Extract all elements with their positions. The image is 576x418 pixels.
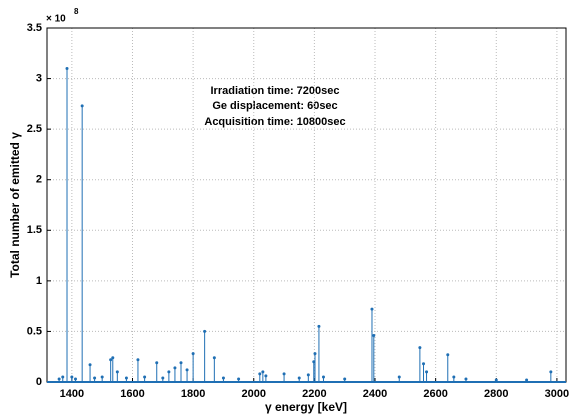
stem-marker <box>452 375 456 379</box>
stem-marker <box>212 356 216 360</box>
stem-marker <box>173 366 177 370</box>
stem-marker <box>185 368 189 372</box>
x-tick-label: 2200 <box>302 388 326 400</box>
x-tick-label: 2000 <box>242 388 266 400</box>
y-tick-label: 1 <box>36 275 42 287</box>
stem-marker <box>167 370 171 374</box>
y-tick-label: 3.5 <box>27 22 42 34</box>
y-tick-label: 2 <box>36 174 42 186</box>
x-tick-label: 2600 <box>423 388 447 400</box>
y-multiplier: × 10 <box>46 14 66 25</box>
stem-marker <box>73 377 77 381</box>
stem-marker <box>258 372 262 376</box>
stem-marker <box>343 377 347 381</box>
annotation: Acquisition time: 10800sec <box>204 116 345 128</box>
x-axis-label: γ energy [keV] <box>265 400 347 414</box>
stem-marker <box>88 363 92 367</box>
stem-marker <box>422 362 426 366</box>
stem-marker <box>100 375 104 379</box>
stem-marker <box>155 361 159 365</box>
stem-marker <box>370 307 374 311</box>
stem-marker <box>161 376 165 380</box>
stem-marker <box>136 358 140 362</box>
stem-marker <box>61 375 65 379</box>
x-tick-label: 1400 <box>60 388 84 400</box>
stem-marker <box>65 66 69 70</box>
y-tick-label: 1.5 <box>27 224 42 236</box>
stem-marker <box>261 370 265 374</box>
stem-marker <box>143 375 147 379</box>
stem-marker <box>109 358 113 362</box>
stem-marker <box>494 378 498 382</box>
x-tick-label: 1800 <box>181 388 205 400</box>
stem-marker <box>313 352 317 356</box>
stem-marker <box>179 361 183 365</box>
stem-marker <box>115 370 119 374</box>
stem-marker <box>93 376 97 380</box>
stem-marker <box>464 377 468 381</box>
y-tick-label: 3 <box>36 72 42 84</box>
y-multiplier-power: 8 <box>74 7 79 16</box>
stem-marker <box>237 377 241 381</box>
stem-marker <box>425 370 429 374</box>
stem-marker <box>221 376 225 380</box>
stem-marker <box>80 104 84 108</box>
stem-marker <box>111 356 115 360</box>
stem-marker <box>306 373 310 377</box>
stem-marker <box>57 377 61 381</box>
annotation: Irradiation time: 7200sec <box>210 85 339 97</box>
annotation: Ge displacement: 60sec <box>212 100 337 112</box>
stem-marker <box>397 375 401 379</box>
stem-marker <box>264 374 268 378</box>
x-tick-label: 1600 <box>120 388 144 400</box>
y-tick-label: 2.5 <box>27 123 42 135</box>
stem-marker <box>297 376 301 380</box>
x-tick-label: 2400 <box>363 388 387 400</box>
stem-marker <box>372 333 376 337</box>
y-tick-label: 0.5 <box>27 325 42 337</box>
stem-marker <box>317 324 321 328</box>
x-tick-label: 3000 <box>545 388 569 400</box>
stem-marker <box>70 375 74 379</box>
stem-marker <box>191 352 195 356</box>
stem-marker <box>446 353 450 357</box>
y-tick-label: 0 <box>36 376 42 388</box>
stem-marker <box>203 329 207 333</box>
y-axis-label: Total number of emitted γ <box>8 132 22 278</box>
x-tick-label: 2800 <box>484 388 508 400</box>
stem-marker <box>525 378 529 382</box>
stem-marker <box>282 372 286 376</box>
stem-marker <box>124 376 128 380</box>
stem-marker <box>321 375 325 379</box>
stem-marker <box>549 370 553 374</box>
stem-marker <box>418 346 422 350</box>
